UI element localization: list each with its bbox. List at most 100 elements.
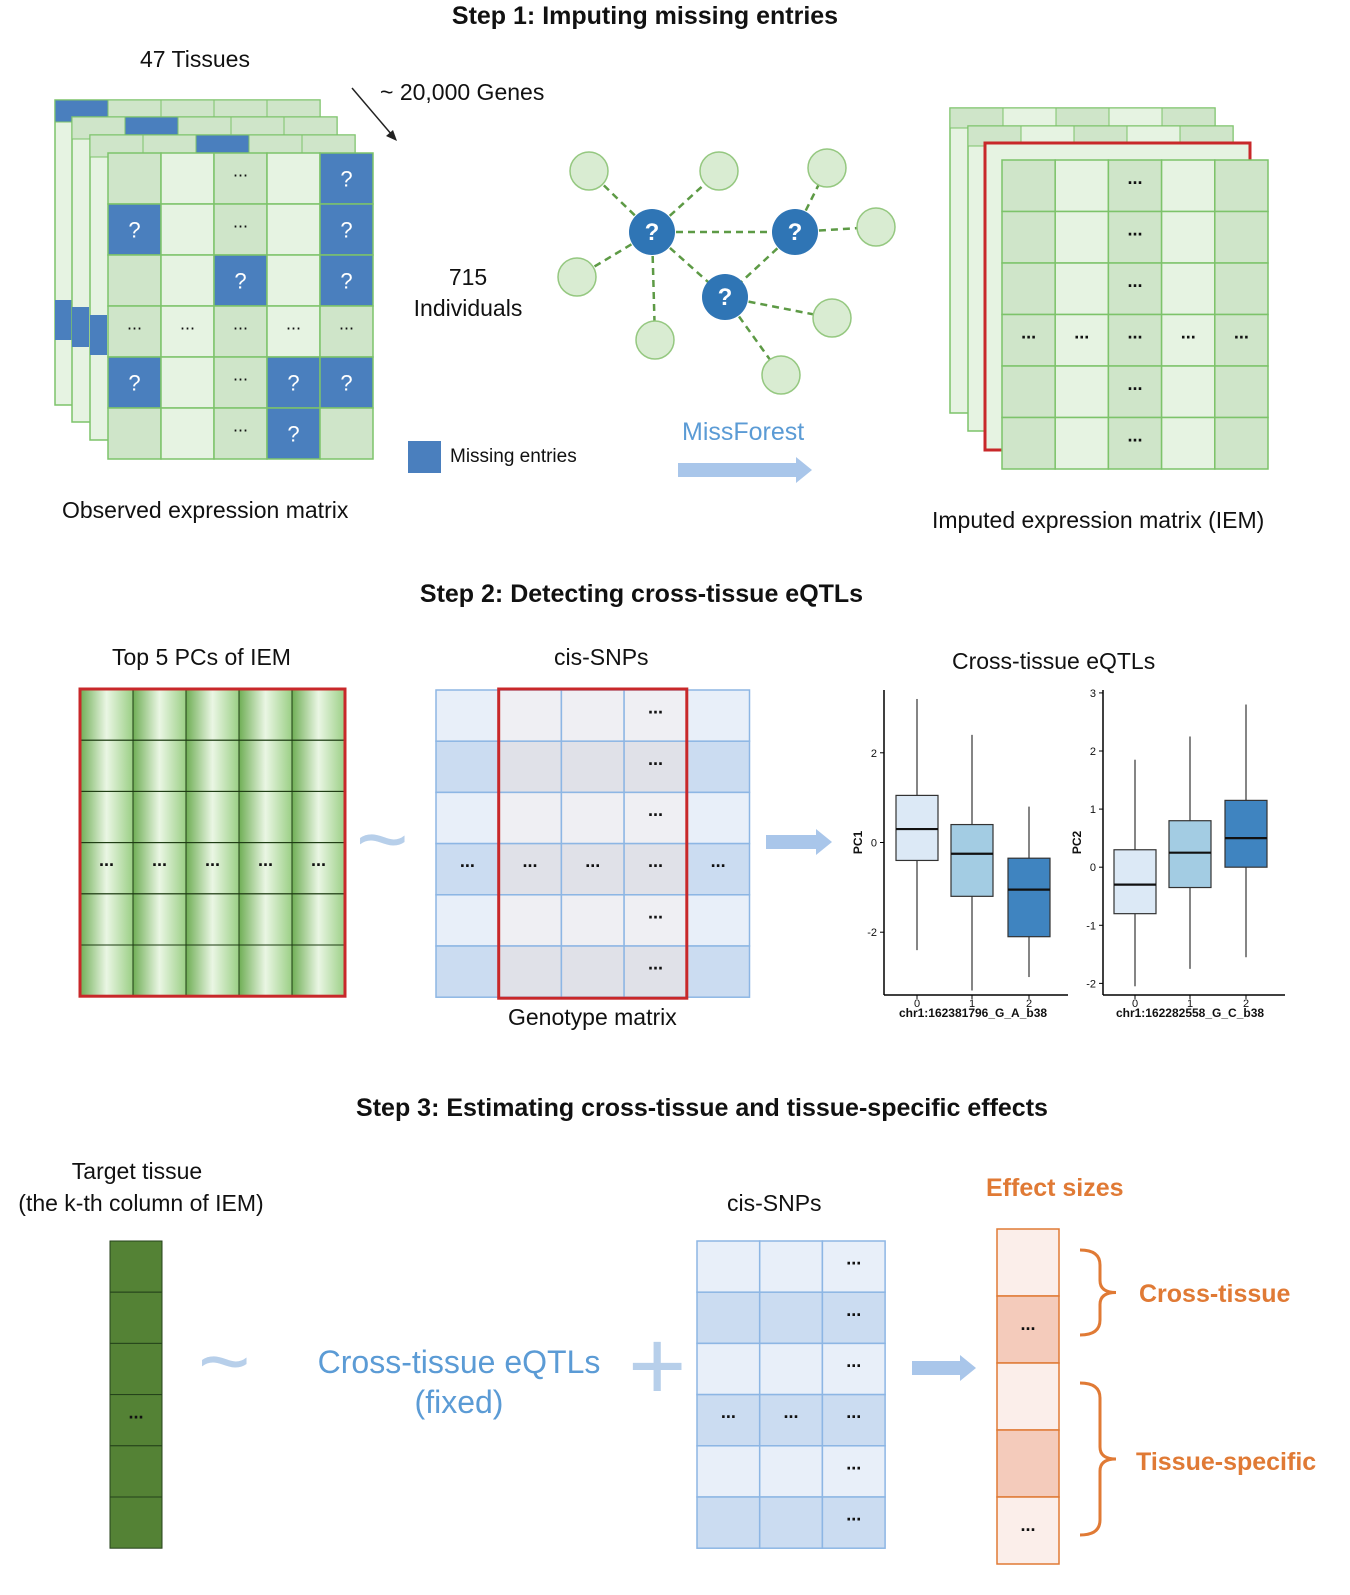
network-node (557, 257, 597, 297)
ellipsis: ... (648, 954, 663, 974)
matrix-cell (497, 740, 563, 794)
box (1168, 820, 1212, 889)
network-node (807, 148, 847, 188)
layer-header-cell (1161, 107, 1216, 129)
matrix-cell (696, 1496, 761, 1549)
genes-arrow (351, 87, 393, 136)
step2-arrow (766, 829, 832, 855)
matrix-cell (1107, 262, 1163, 316)
ellipsis: ... (1074, 322, 1089, 342)
network-node (761, 355, 801, 395)
question-mark: ? (340, 167, 352, 192)
ellipsis: ... (258, 850, 273, 870)
step3-arrow (912, 1355, 976, 1381)
cis-snp-outline (497, 687, 689, 1000)
ellipsis: ... (233, 212, 248, 232)
box (1007, 857, 1051, 938)
matrix-cell (160, 152, 215, 205)
y-tick-label: -1 (1086, 920, 1096, 932)
genotype-caption: Genotype matrix (508, 1004, 677, 1030)
matrix-cell (758, 1445, 824, 1498)
matrix-cell (1160, 210, 1216, 264)
target-tissue-line2: (the k-th column of IEM) (18, 1190, 264, 1216)
network-missing-node (772, 209, 818, 255)
cis-snp-matrix: ........................ (696, 1240, 886, 1549)
network-node (635, 320, 675, 360)
matrix-cell (435, 945, 500, 998)
legend-swatch (408, 441, 441, 473)
imputed-caption: Imputed expression matrix (IEM) (932, 507, 1265, 533)
ellipsis: ... (1127, 219, 1142, 239)
matrix-cell (758, 1393, 824, 1447)
matrix-cell (107, 254, 162, 307)
matrix-cell (213, 407, 268, 460)
matrix-cell (560, 689, 625, 742)
snps-label: cis-SNPs (554, 644, 649, 670)
tilde-symbol: ~ (356, 790, 409, 890)
effect-cell (996, 1228, 1060, 1297)
ellipsis: ... (311, 850, 326, 870)
matrix-cell (435, 894, 500, 947)
effect-cell (996, 1295, 1060, 1364)
ellipsis: ... (180, 314, 195, 334)
tissue-specific-brace (1079, 1381, 1117, 1537)
effect-cell (996, 1496, 1060, 1565)
y-tick-label: -2 (867, 927, 877, 939)
genes-label: ~ 20,000 Genes (380, 79, 545, 105)
y-tick-label: 2 (871, 748, 877, 760)
matrix-cell (758, 1496, 824, 1549)
matrix-cell (1054, 159, 1110, 213)
ellipsis: ... (233, 161, 248, 181)
ellipsis: ... (233, 314, 248, 334)
missing-cell (266, 407, 321, 460)
target-tissue-line1: Target tissue (71, 1158, 203, 1184)
matrix-cell (1054, 416, 1110, 470)
matrix-cell (213, 305, 268, 358)
layer-edge-cell (55, 300, 72, 340)
fixed-eqtls-line2: (fixed) (414, 1384, 504, 1420)
eqtl-boxplots: 20-20 1 2chr1:162381796_G_A_b38PC13210-1-2… (851, 688, 1285, 1020)
matrix-cell (686, 740, 751, 794)
matrix-cell (435, 740, 500, 794)
x-axis-label: chr1:162381796_G_A_b38 (899, 1006, 1047, 1020)
matrix-cell (1001, 210, 1056, 264)
y-axis-label: PC2 (1070, 831, 1084, 855)
individuals-label: Individuals (413, 295, 523, 321)
tilde-symbol-step3: ~ (198, 1312, 251, 1412)
matrix-cell (560, 791, 625, 845)
ellipsis: ... (233, 416, 248, 436)
matrix-cell (1214, 159, 1269, 213)
matrix-cell (435, 791, 500, 845)
box (1224, 799, 1268, 868)
method-label: MissForest (682, 418, 805, 446)
target-tissue-column: ... (109, 1240, 163, 1549)
matrix-cell (319, 305, 374, 358)
matrix-cell (109, 1496, 163, 1549)
matrix-cell (213, 152, 268, 205)
effect-sizes-column: ...... (996, 1228, 1060, 1565)
matrix-cell (319, 407, 374, 460)
matrix-cell (107, 407, 162, 460)
matrix-cell (1160, 262, 1216, 316)
matrix-cell (1001, 365, 1056, 419)
layer-header-cell (949, 107, 1004, 129)
effect-cell (996, 1429, 1060, 1498)
matrix-cell (109, 1394, 163, 1447)
question-mark: ? (128, 371, 140, 396)
fixed-eqtls-line1: Cross-tissue eQTLs (317, 1344, 601, 1380)
matrix-cell (686, 945, 751, 998)
imputed-expression-matrix: .............................. (1001, 159, 1269, 470)
matrix-cell (435, 842, 500, 896)
matrix-cell (1214, 416, 1269, 470)
question-mark: ? (287, 371, 299, 396)
x-tick-label: 2 (1243, 998, 1249, 1010)
layer-edge-cell (90, 315, 107, 355)
y-tick-label: 3 (1090, 688, 1096, 700)
x-tick-label: 0 (1132, 998, 1138, 1010)
ellipsis: ... (721, 1402, 736, 1422)
matrix-cell (560, 945, 625, 998)
ellipsis: ... (846, 1300, 861, 1320)
matrix-cell (109, 1445, 163, 1498)
layer-header-cell (1055, 107, 1110, 129)
